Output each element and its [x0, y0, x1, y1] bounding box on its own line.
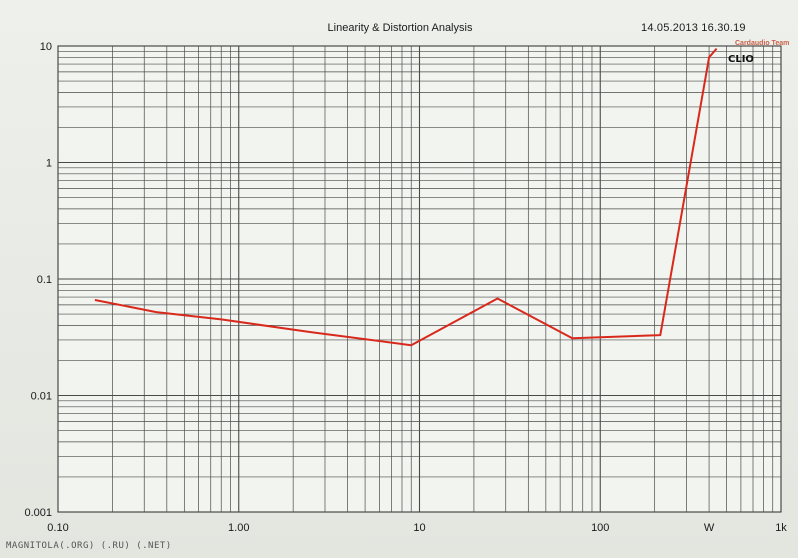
y-tick-label: 0.1: [37, 274, 52, 286]
y-axis-tick-labels: 10 1 0.1 0.01 0.001: [24, 41, 52, 519]
x-tick-label: 10: [413, 522, 425, 534]
y-tick-label: 0.001: [24, 507, 52, 519]
series-lines: [94, 47, 718, 347]
y-tick-label: 10: [40, 41, 52, 53]
brand-label: Cardaudio Team: [735, 40, 790, 47]
distortion-series-line: [94, 47, 718, 347]
x-tick-label: 1k: [775, 522, 787, 534]
y-tick-label: 0.01: [31, 391, 52, 403]
x-tick-label: 0.10: [47, 522, 68, 534]
x-axis-tick-labels: 0.10 1.00 10 100 W 1k: [47, 522, 787, 534]
x-tick-label: 100: [591, 522, 609, 534]
timestamp: 14.05.2013 16.30.19: [641, 22, 746, 34]
y-tick-label: 1: [46, 158, 52, 170]
clio-logo: CLIO: [728, 54, 754, 65]
x-tick-label: 1.00: [228, 522, 249, 534]
watermark: MAGNITOLA(.ORG) (.RU) (.NET): [6, 541, 172, 551]
x-tick-label: W: [704, 522, 715, 534]
chart-title: Linearity & Distortion Analysis: [327, 22, 473, 34]
grid-lines: [58, 46, 781, 512]
